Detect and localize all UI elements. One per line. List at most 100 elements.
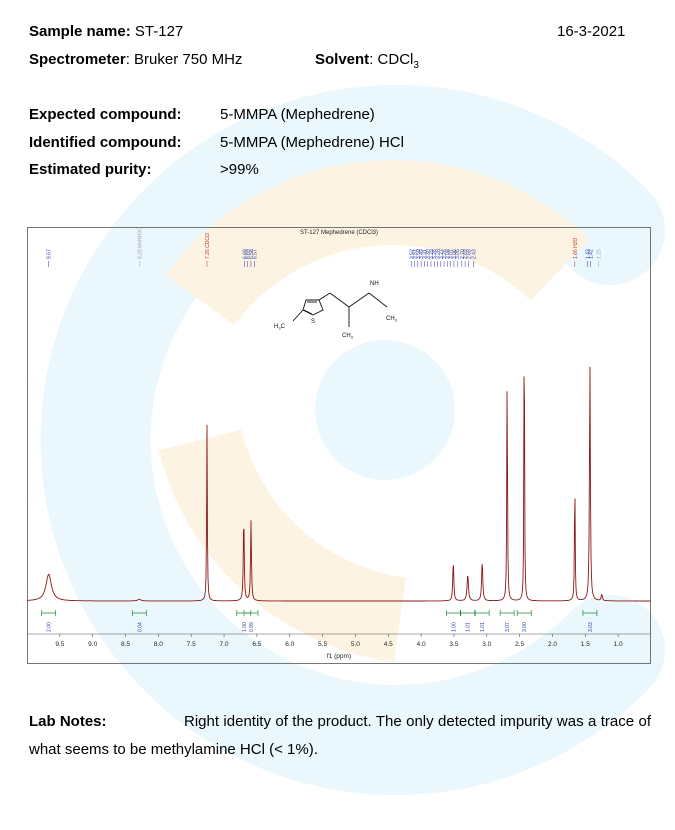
peak-label: 7.26 CDCl3 (205, 233, 211, 259)
integral-bracket (445, 610, 461, 616)
x-tick-label: 1.5 (581, 641, 590, 648)
peak-label: 1.66 H2O (573, 237, 579, 259)
spectrometer-row: Spectrometer: Bruker 750 MHz (29, 51, 242, 68)
integral-bracket (460, 610, 476, 616)
peak-label: 3.06 (452, 249, 458, 259)
integral-bracket (499, 610, 515, 616)
expected-compound-value: 5-MMPA (Mephedrene) (220, 106, 375, 123)
peak-label: 3.29 (429, 249, 435, 259)
spectrum-trace (27, 366, 651, 602)
spectrometer-value: : Bruker 750 MHz (125, 51, 243, 68)
structure-h3c: H3C (274, 324, 286, 331)
peak-labels: 9.67 8.29 MeNH3Cl 7.26 CDCl3 6.696.696.586.… (47, 227, 602, 267)
x-tick-label: 5.0 (351, 641, 360, 648)
integral-value: 3.03 (588, 622, 594, 632)
solvent-subscript: 3 (413, 60, 419, 71)
chemical-structure (292, 292, 388, 327)
lab-notes: Lab Notes: Right identity of the product.… (29, 708, 651, 764)
integral-bracket (131, 610, 147, 616)
purity-label: Estimated purity: (29, 161, 152, 178)
peak-label: 3.05 (455, 249, 461, 259)
peak-label: 2.70 (460, 249, 466, 259)
peak-label: 3.31 (422, 249, 428, 259)
integral-value: 1.01 (480, 622, 486, 632)
peak-label: 3.28 (432, 249, 438, 259)
peak-label: 6.58 (249, 249, 255, 259)
lab-notes-text: Right identity of the product. The only … (29, 713, 651, 758)
peak-label: 3.07 (449, 249, 455, 259)
integral-value: 0.04 (137, 622, 143, 632)
x-tick-label: 6.5 (252, 641, 261, 648)
structure-ch3-b: CH3 (342, 333, 354, 340)
peak-label: 2.43 (472, 249, 478, 259)
integral-bracket (474, 610, 490, 616)
peak-label: 2.69 (463, 249, 469, 259)
integral-bracket (41, 610, 57, 616)
peak-label: 3.26 (442, 249, 448, 259)
x-axis-ticks: 9.5 9.0 8.5 8.0 7.5 7.0 6.5 6.0 5.5 5.0 4.5 4.0 3.5 3… (55, 634, 623, 648)
structure-sulfur: S (311, 319, 315, 325)
nmr-spectrum: ST-127 Mephedrene (CDCl3) 9.67 8.29 MeNH3… (27, 227, 651, 664)
purity-value: >99% (220, 161, 259, 178)
integral-value: 1.00 (242, 622, 248, 632)
x-tick-label: 5.5 (318, 641, 327, 648)
x-tick-label: 9.5 (55, 641, 64, 648)
peak-label: 9.67 (47, 249, 53, 259)
peak-label: 2.68 (466, 249, 472, 259)
peak-label: 3.27 (439, 249, 445, 259)
sample-name-row: Sample name: ST-127 (29, 23, 183, 40)
sample-name-value: ST-127 (134, 23, 184, 40)
integral-value: 2.00 (47, 622, 53, 632)
x-tick-label: 8.5 (121, 641, 130, 648)
identified-compound-label: Identified compound: (29, 134, 182, 151)
x-tick-label: 2.0 (548, 641, 557, 648)
spectrum-title: ST-127 Mephedrene (CDCl3) (300, 230, 378, 236)
solvent-value: : CDCl (369, 51, 414, 68)
x-tick-label: 8.0 (154, 641, 163, 648)
structure-ch3-n: CH3 (386, 316, 398, 323)
solvent-row: Solvent: CDCl3 (315, 51, 419, 71)
peak-label: 6.69 (242, 249, 248, 259)
peak-label: 3.30 (426, 249, 432, 259)
identified-compound-value: 5-MMPA (Mephedrene) HCl (220, 134, 404, 151)
peak-label: 1.43 (585, 249, 591, 259)
integral-value: 3.07 (505, 622, 511, 632)
structure-nh: NH (370, 281, 379, 287)
peak-label: 6.57 (252, 249, 258, 259)
integral-value: 1.01 (466, 622, 472, 632)
integrals: 2.00 0.04 1.00 0.99 1.00 1.01 1.01 3.07 3.00 3.03 (41, 610, 598, 632)
sample-name-label: Sample name: (29, 23, 131, 40)
x-tick-label: 3.5 (449, 641, 458, 648)
peak-label: 6.69 (246, 249, 252, 259)
peak-label: 8.29 MeNH3Cl (137, 227, 143, 259)
peak-label: 1.25 (596, 249, 602, 259)
peak-label: 3.51 (413, 249, 419, 259)
x-tick-label: 4.0 (417, 641, 426, 648)
integral-value: 3.00 (522, 622, 528, 632)
peak-label: 1.42 (589, 249, 595, 259)
solvent-label: Solvent (315, 51, 370, 68)
peak-label: 3.08 (445, 249, 451, 259)
peak-label: 3.50 (416, 249, 422, 259)
spectrometer-label: Spectrometer (29, 51, 126, 68)
lab-notes-label: Lab Notes: (29, 713, 107, 730)
x-tick-label: 7.5 (187, 641, 196, 648)
spectrum-frame (27, 227, 651, 664)
expected-compound-label: Expected compound: (29, 106, 182, 123)
x-tick-label: 1.0 (614, 641, 623, 648)
x-axis-label: f1 (ppm) (327, 653, 351, 660)
integral-value: 1.00 (451, 622, 457, 632)
x-tick-label: 7.0 (220, 641, 229, 648)
peak-label: 3.49 (419, 249, 425, 259)
integral-bracket (243, 610, 259, 616)
x-tick-label: 4.5 (384, 641, 393, 648)
x-tick-label: 2.5 (515, 641, 524, 648)
integral-bracket (582, 610, 598, 616)
integral-bracket (516, 610, 532, 616)
report-date: 16-3-2021 (557, 23, 626, 40)
x-tick-label: 6.0 (285, 641, 294, 648)
x-tick-label: 9.0 (88, 641, 97, 648)
x-tick-label: 3.0 (482, 641, 491, 648)
peak-label: 3.52 (409, 249, 415, 259)
